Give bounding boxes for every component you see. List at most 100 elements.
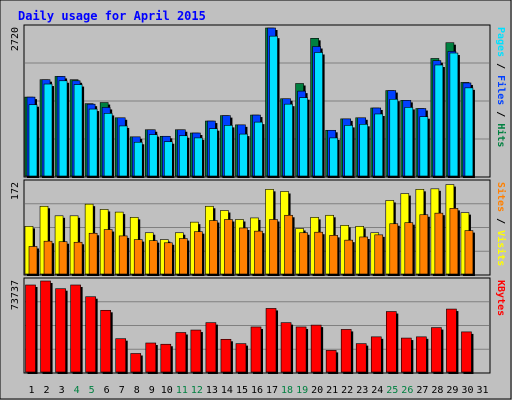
panel-middle-legend: Sites / Visits <box>495 182 507 266</box>
bar-sites-day-21 <box>329 235 338 275</box>
bar-sites-day-15 <box>239 227 248 275</box>
panel-top-legend-part: Hits <box>495 123 507 147</box>
bar-sites-day-17 <box>269 219 278 275</box>
x-tick-label-day-21: 21 <box>326 385 338 396</box>
x-tick-label-day-11: 11 <box>176 385 188 396</box>
bar-sites-day-25 <box>389 223 399 275</box>
bar-pages-day-19 <box>299 97 308 177</box>
bar-kbytes-day-6 <box>100 309 111 373</box>
x-axis-day-labels: 1 2 3 4 5 6 7 8 9 10 11 12 13 14 15 16 17 18 19 20 21 22 23 24 2… <box>29 385 489 396</box>
bar-kbytes-day-21 <box>325 350 337 373</box>
bar-sites-day-6 <box>103 229 113 275</box>
x-tick-label-day-29: 29 <box>446 385 458 396</box>
bar-sites-day-26 <box>404 222 414 275</box>
bar-kbytes-day-9 <box>145 342 157 373</box>
panel-top-legend: Pages / Files / Hits <box>495 27 507 147</box>
bar-pages-day-28 <box>434 64 444 177</box>
bar-kbytes-day-30 <box>461 331 472 373</box>
bar-kbytes-day-15 <box>235 343 247 373</box>
bar-sites-day-5 <box>88 232 98 275</box>
bar-pages-day-9 <box>148 134 158 177</box>
x-tick-label-day-6: 6 <box>104 385 110 396</box>
panel-top-max-label: 2720 <box>10 27 21 51</box>
x-tick-label-day-2: 2 <box>44 385 50 396</box>
bar-sites-day-20 <box>314 231 323 275</box>
x-tick-label-day-20: 20 <box>311 385 323 396</box>
bar-pages-day-12 <box>194 137 203 177</box>
x-tick-label-day-5: 5 <box>89 385 95 396</box>
bar-pages-day-30 <box>464 87 474 177</box>
x-tick-label-day-23: 23 <box>356 385 368 396</box>
bar-pages-day-17 <box>269 35 278 177</box>
bar-kbytes-day-3 <box>55 288 66 373</box>
bar-pages-day-5 <box>88 108 98 177</box>
bar-pages-day-3 <box>58 80 68 177</box>
bar-pages-day-10 <box>163 141 173 177</box>
bar-pages-day-26 <box>404 107 414 177</box>
x-tick-label-day-22: 22 <box>341 385 353 396</box>
panel-middle-max-label: 172 <box>10 182 21 200</box>
bar-pages-day-20 <box>314 52 323 177</box>
panel-middle-legend-part: Visits <box>495 230 507 266</box>
bar-kbytes-day-23 <box>355 343 367 373</box>
x-tick-label-day-28: 28 <box>431 385 443 396</box>
bar-pages-day-25 <box>389 98 399 177</box>
x-tick-label-day-16: 16 <box>251 385 263 396</box>
x-tick-label-day-12: 12 <box>191 385 203 396</box>
x-tick-label-day-14: 14 <box>221 385 233 396</box>
bar-pages-day-22 <box>344 125 353 177</box>
bar-pages-day-24 <box>374 113 384 177</box>
bar-pages-day-11 <box>179 135 188 177</box>
bar-kbytes-day-7 <box>115 338 127 373</box>
bar-kbytes-day-19 <box>295 326 307 373</box>
bar-sites-day-13 <box>209 220 218 275</box>
x-tick-label-day-24: 24 <box>371 385 383 396</box>
bar-pages-day-1 <box>28 104 38 177</box>
panel-top-legend-part: Files <box>495 75 507 105</box>
bar-sites-day-4 <box>73 241 83 275</box>
bar-kbytes-day-29 <box>446 308 457 373</box>
bar-pages-day-7 <box>118 125 128 177</box>
bar-kbytes-day-17 <box>265 308 277 373</box>
bar-kbytes-day-11 <box>175 332 187 373</box>
bar-kbytes-day-13 <box>205 322 217 373</box>
x-tick-label-day-26: 26 <box>401 385 413 396</box>
bar-kbytes-day-5 <box>85 296 96 373</box>
panel-top-legend-part: / <box>495 105 506 123</box>
bar-kbytes-day-2 <box>40 280 51 373</box>
x-tick-label-day-13: 13 <box>206 385 218 396</box>
bar-kbytes-day-8 <box>130 353 142 373</box>
bar-kbytes-day-12 <box>190 329 202 373</box>
bar-sites-day-28 <box>434 212 444 275</box>
bar-kbytes-day-20 <box>310 324 322 373</box>
x-tick-label-day-31: 31 <box>476 385 488 396</box>
bar-pages-day-29 <box>449 52 459 177</box>
bar-sites-day-9 <box>148 240 158 275</box>
bar-sites-day-22 <box>344 239 353 275</box>
bar-sites-day-2 <box>43 240 53 275</box>
bar-sites-day-27 <box>419 214 429 275</box>
bar-sites-day-19 <box>299 232 308 275</box>
bar-kbytes-day-16 <box>250 326 262 373</box>
bar-kbytes-day-28 <box>431 327 442 373</box>
bar-pages-day-21 <box>329 137 338 177</box>
panel-hits-files-pages: 2720 Pages / Files / Hits <box>10 24 507 179</box>
bar-kbytes-day-18 <box>280 322 292 373</box>
x-tick-label-day-9: 9 <box>149 385 155 396</box>
bar-kbytes-day-25 <box>385 311 397 373</box>
x-tick-label-day-8: 8 <box>134 385 140 396</box>
bar-pages-day-4 <box>73 84 83 177</box>
x-tick-label-day-17: 17 <box>266 385 278 396</box>
bar-kbytes-day-10 <box>160 343 172 373</box>
bar-kbytes-day-1 <box>25 284 36 373</box>
bar-kbytes-day-22 <box>340 329 352 373</box>
panel-kbytes: 73737 KBytes <box>10 277 506 374</box>
bar-pages-day-6 <box>103 113 113 177</box>
panel-visits-sites: 172 Sites / Visits <box>10 179 507 276</box>
x-tick-label-day-1: 1 <box>29 385 35 396</box>
bar-sites-day-18 <box>284 214 293 275</box>
bar-kbytes-day-26 <box>401 337 412 373</box>
x-tick-label-day-10: 10 <box>161 385 173 396</box>
bar-pages-day-14 <box>224 125 233 177</box>
bar-pages-day-23 <box>359 124 369 177</box>
